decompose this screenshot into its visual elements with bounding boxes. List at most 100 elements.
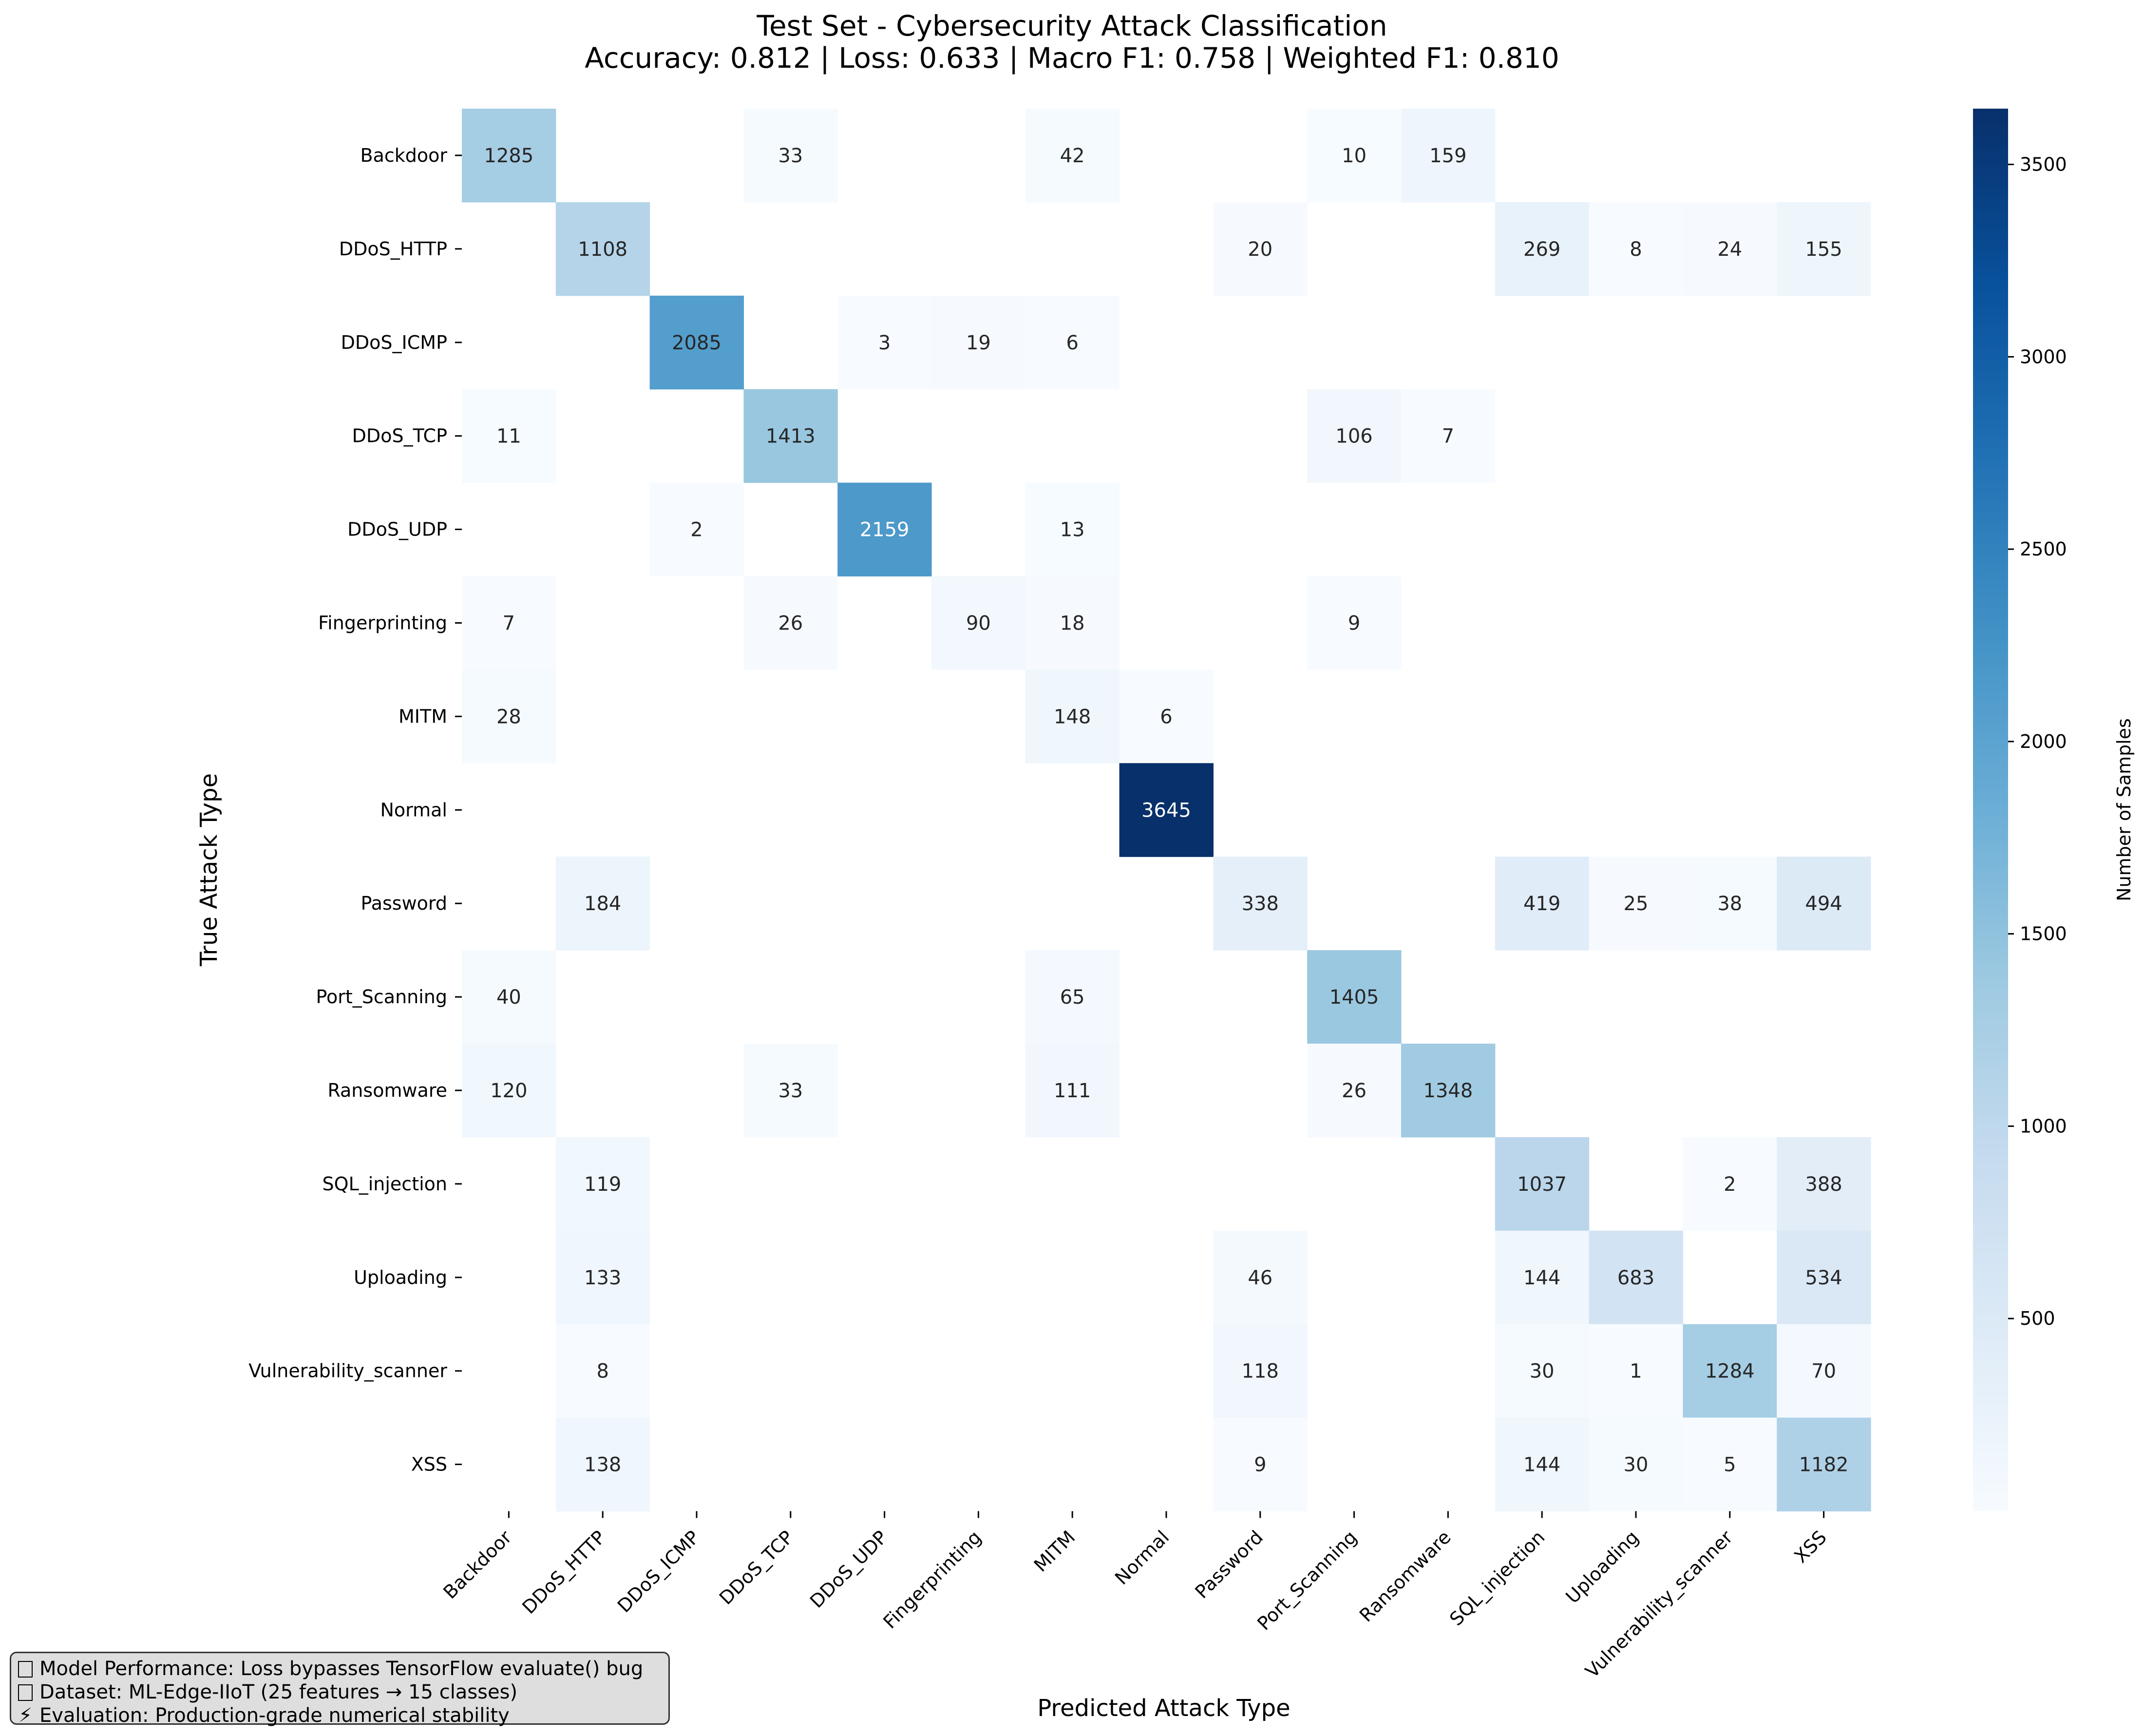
heatmap-cells: [462, 109, 1871, 1512]
cell-value-label: 26: [778, 612, 803, 635]
y-tick-label: Normal: [380, 799, 448, 820]
annotation-line: Dataset: ML-Edge-IIoT (25 features → 15 …: [18, 1680, 662, 1704]
x-tick-label: Ransomware: [1355, 1526, 1455, 1626]
heatmap-cell: [1495, 1417, 1590, 1512]
cell-value-label: 6: [1066, 332, 1078, 354]
heatmap-cell: [462, 950, 556, 1044]
cell-value-label: 1037: [1517, 1173, 1567, 1196]
heatmap-cell: [555, 1417, 650, 1512]
cell-value-label: 2: [1724, 1173, 1736, 1196]
annotation-line: ⚡ Evaluation: Production-grade numerical …: [18, 1704, 662, 1727]
annotation-box: Model Performance: Loss bypasses TensorF…: [10, 1652, 670, 1727]
x-tick-label: DDoS_ICMP: [613, 1526, 704, 1617]
cell-value-label: 3: [878, 332, 891, 354]
heatmap-cell: [1495, 1324, 1590, 1418]
cell-value-label: 1405: [1329, 986, 1379, 1009]
heatmap-cell: [555, 1230, 650, 1325]
x-tick-label: Fingerprinting: [879, 1526, 985, 1633]
cell-value-label: 338: [1242, 893, 1279, 915]
heatmap-cell: [555, 1137, 650, 1231]
heatmap-cell: [1777, 857, 1871, 951]
heatmap-cell: [1683, 857, 1777, 951]
heatmap-cell: [1213, 857, 1308, 951]
cell-value-label: 144: [1523, 1454, 1560, 1476]
cell-value-label: 683: [1617, 1267, 1654, 1289]
cell-value-label: 2085: [672, 332, 721, 354]
cell-value-label: 1: [1630, 1360, 1642, 1383]
cell-value-label: 24: [1717, 238, 1742, 261]
y-tick-label: Ransomware: [327, 1080, 447, 1101]
cell-value-label: 119: [584, 1173, 621, 1196]
cell-value-label: 26: [1342, 1080, 1366, 1102]
y-tick-label: Vulnerability_scanner: [248, 1360, 447, 1382]
x-tick-label: Uploading: [1562, 1526, 1643, 1608]
heatmap-cell: [1213, 1230, 1308, 1325]
heatmap-cell: [931, 576, 1026, 670]
cell-value-label: 28: [496, 706, 521, 728]
cell-value-label: 20: [1248, 238, 1272, 261]
x-tick-label: XSS: [1790, 1526, 1831, 1567]
heatmap-cell: [1025, 295, 1120, 390]
heatmap-cell: [649, 295, 744, 390]
cell-value-label: 1413: [766, 425, 816, 448]
heatmap-cell: [1307, 109, 1402, 203]
heatmap-cell: [1589, 202, 1683, 296]
heatmap-cell: [743, 1044, 838, 1138]
heatmap-cell: [649, 482, 744, 577]
heatmap-cell: [1307, 1044, 1402, 1138]
cell-value-label: 9: [1348, 612, 1360, 635]
cell-value-label: 2: [690, 519, 702, 541]
heatmap-cell: [462, 109, 556, 203]
cell-value-label: 42: [1060, 145, 1085, 167]
colorbar-tick-label: 2500: [2020, 538, 2067, 560]
heatmap-cell: [1683, 1137, 1777, 1231]
heatmap-cell: [1213, 1417, 1308, 1512]
colorbar-tick-label: 1500: [2020, 923, 2067, 945]
y-axis: Backdoor DDoS_HTTP DDoS_ICMP DDoS_TCP DDoS_U…: [248, 145, 462, 1475]
cell-value-label: 70: [1811, 1360, 1836, 1383]
heatmap-cell: [931, 295, 1026, 390]
cell-value-label: 1108: [578, 238, 627, 261]
cell-value-label: 40: [496, 986, 521, 1009]
heatmap-cell: [1025, 1044, 1120, 1138]
cell-value-label: 25: [1624, 893, 1649, 915]
heatmap-cell: [1777, 1137, 1871, 1231]
heatmap-cell: [1401, 389, 1496, 483]
heatmap-cell: [1589, 1324, 1683, 1418]
cell-value-label: 18: [1060, 612, 1085, 635]
colorbar-gradient: [1973, 109, 2008, 1511]
y-tick-label: DDoS_ICMP: [341, 332, 447, 353]
cell-value-label: 19: [966, 332, 991, 354]
y-tick-label: Uploading: [354, 1267, 447, 1288]
x-tick-label: DDoS_TCP: [715, 1526, 797, 1609]
y-tick-label: Port_Scanning: [316, 986, 447, 1008]
x-tick-label: Port_Scanning: [1253, 1526, 1361, 1635]
cell-value-label: 111: [1054, 1080, 1091, 1102]
unsupported-glyph-icon: [18, 1661, 33, 1678]
heatmap-cell: [1495, 857, 1590, 951]
y-tick-label: DDoS_UDP: [347, 519, 447, 540]
cell-value-label: 8: [596, 1360, 608, 1383]
y-tick-label: MITM: [398, 706, 447, 727]
annotation-line: Model Performance: Loss bypasses TensorF…: [18, 1657, 662, 1680]
cell-value-label: 184: [584, 893, 621, 915]
heatmap-cell: [1495, 1137, 1590, 1231]
cell-value-label: 148: [1054, 706, 1091, 728]
cell-value-label: 7: [1442, 425, 1454, 448]
heatmap-cell: [1495, 1230, 1590, 1325]
cell-value-label: 155: [1805, 238, 1842, 261]
colorbar-tick-label: 2000: [2020, 731, 2067, 752]
cell-value-label: 106: [1335, 425, 1372, 448]
cell-value-label: 144: [1523, 1267, 1560, 1289]
annotation-text: Dataset: ML-Edge-IIoT (25 features → 15 …: [39, 1681, 518, 1703]
heatmap-cell: [1213, 1324, 1308, 1418]
heatmap-cell: [1119, 763, 1214, 857]
y-tick-label: XSS: [411, 1454, 447, 1475]
colorbar-tick-label: 1000: [2020, 1115, 2067, 1137]
heatmap-cell: [1401, 109, 1496, 203]
cell-value-label: 9: [1254, 1454, 1266, 1476]
y-tick-label: Password: [361, 893, 448, 914]
cell-value-label: 10: [1342, 145, 1366, 167]
heatmap-cell: [1777, 1417, 1871, 1512]
